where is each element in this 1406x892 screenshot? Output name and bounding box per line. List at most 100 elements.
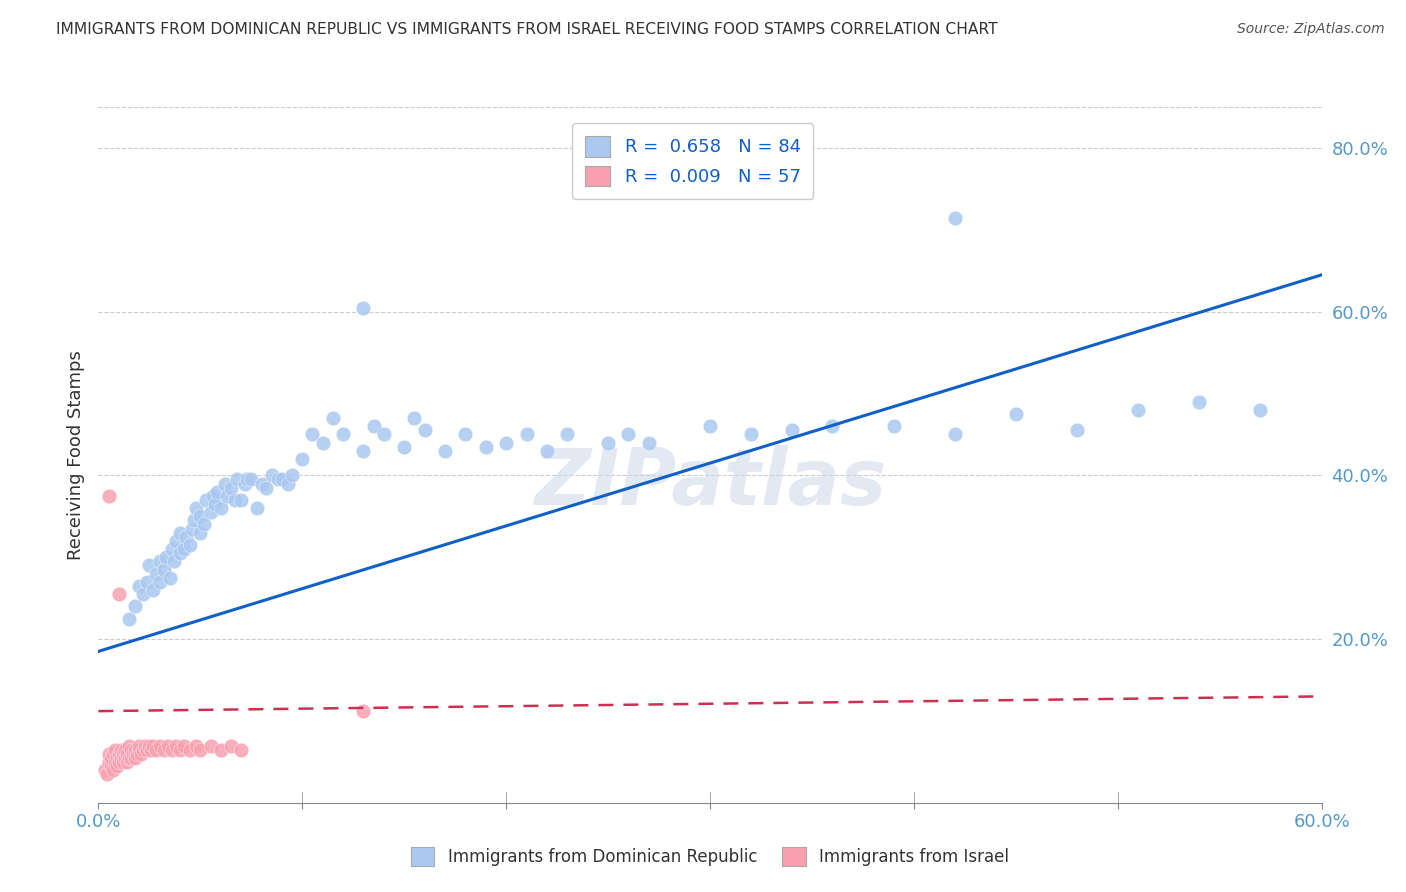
Point bbox=[145, 566, 167, 581]
Point bbox=[209, 501, 232, 516]
Point bbox=[93, 763, 115, 777]
Point bbox=[201, 489, 224, 503]
Point bbox=[145, 742, 167, 756]
Point bbox=[132, 742, 155, 756]
Point bbox=[155, 550, 177, 565]
Point bbox=[312, 435, 335, 450]
Point bbox=[160, 742, 183, 756]
Point bbox=[495, 435, 517, 450]
Point bbox=[254, 481, 277, 495]
Point bbox=[169, 742, 191, 756]
Point bbox=[231, 492, 253, 507]
Point bbox=[821, 419, 844, 434]
Point bbox=[100, 751, 122, 765]
Point bbox=[97, 489, 120, 503]
Point bbox=[188, 742, 212, 756]
Point bbox=[236, 473, 259, 487]
Point bbox=[404, 411, 426, 425]
Point bbox=[780, 423, 803, 437]
Point bbox=[134, 739, 156, 753]
Point bbox=[127, 747, 149, 761]
Point bbox=[174, 530, 197, 544]
Point bbox=[118, 751, 141, 765]
Point bbox=[219, 481, 242, 495]
Point bbox=[159, 571, 181, 585]
Point bbox=[434, 443, 457, 458]
Point bbox=[392, 440, 416, 454]
Point bbox=[474, 440, 498, 454]
Point bbox=[454, 427, 477, 442]
Point bbox=[1249, 403, 1271, 417]
Point bbox=[173, 739, 195, 753]
Point bbox=[740, 427, 762, 442]
Point bbox=[104, 755, 127, 769]
Point bbox=[1188, 394, 1211, 409]
Point bbox=[179, 742, 201, 756]
Point bbox=[97, 747, 120, 761]
Point bbox=[219, 739, 242, 753]
Point bbox=[124, 751, 146, 765]
Point bbox=[163, 554, 186, 568]
Point bbox=[124, 599, 146, 614]
Point bbox=[246, 501, 269, 516]
Point bbox=[160, 542, 183, 557]
Point bbox=[260, 468, 283, 483]
Point bbox=[110, 742, 132, 756]
Point bbox=[100, 759, 122, 773]
Point bbox=[943, 211, 966, 225]
Point bbox=[115, 747, 138, 761]
Point bbox=[124, 742, 146, 756]
Point bbox=[111, 755, 134, 769]
Point bbox=[120, 742, 142, 756]
Point bbox=[108, 755, 131, 769]
Point bbox=[267, 473, 290, 487]
Point bbox=[101, 747, 124, 761]
Point bbox=[136, 742, 159, 756]
Point bbox=[291, 452, 314, 467]
Point bbox=[637, 435, 661, 450]
Point bbox=[105, 759, 128, 773]
Point bbox=[128, 739, 150, 753]
Point bbox=[152, 742, 174, 756]
Text: ZIPatlas: ZIPatlas bbox=[534, 445, 886, 521]
Point bbox=[128, 579, 150, 593]
Point bbox=[555, 427, 579, 442]
Point bbox=[136, 574, 159, 589]
Point bbox=[233, 476, 256, 491]
Point bbox=[156, 739, 179, 753]
Point bbox=[226, 473, 249, 487]
Point bbox=[110, 751, 132, 765]
Point bbox=[179, 538, 201, 552]
Point bbox=[193, 517, 215, 532]
Point bbox=[186, 739, 208, 753]
Point bbox=[883, 419, 905, 434]
Text: IMMIGRANTS FROM DOMINICAN REPUBLIC VS IMMIGRANTS FROM ISRAEL RECEIVING FOOD STAM: IMMIGRANTS FROM DOMINICAN REPUBLIC VS IM… bbox=[56, 22, 998, 37]
Point bbox=[301, 427, 323, 442]
Point bbox=[114, 751, 136, 765]
Point bbox=[281, 468, 304, 483]
Point bbox=[224, 492, 246, 507]
Legend: Immigrants from Dominican Republic, Immigrants from Israel: Immigrants from Dominican Republic, Immi… bbox=[402, 838, 1018, 874]
Point bbox=[114, 742, 136, 756]
Point bbox=[195, 492, 218, 507]
Point bbox=[108, 587, 131, 601]
Point bbox=[149, 739, 172, 753]
Point bbox=[413, 423, 436, 437]
Point bbox=[132, 587, 155, 601]
Point bbox=[138, 558, 160, 573]
Point bbox=[943, 427, 966, 442]
Point bbox=[516, 427, 538, 442]
Point bbox=[363, 419, 385, 434]
Point bbox=[373, 427, 395, 442]
Text: Source: ZipAtlas.com: Source: ZipAtlas.com bbox=[1237, 22, 1385, 37]
Point bbox=[181, 522, 204, 536]
Point bbox=[209, 742, 232, 756]
Point bbox=[165, 533, 187, 548]
Point bbox=[111, 747, 134, 761]
Point bbox=[200, 739, 222, 753]
Point bbox=[149, 574, 172, 589]
Point bbox=[183, 513, 205, 527]
Point bbox=[142, 739, 165, 753]
Point bbox=[104, 742, 127, 756]
Point bbox=[598, 435, 620, 450]
